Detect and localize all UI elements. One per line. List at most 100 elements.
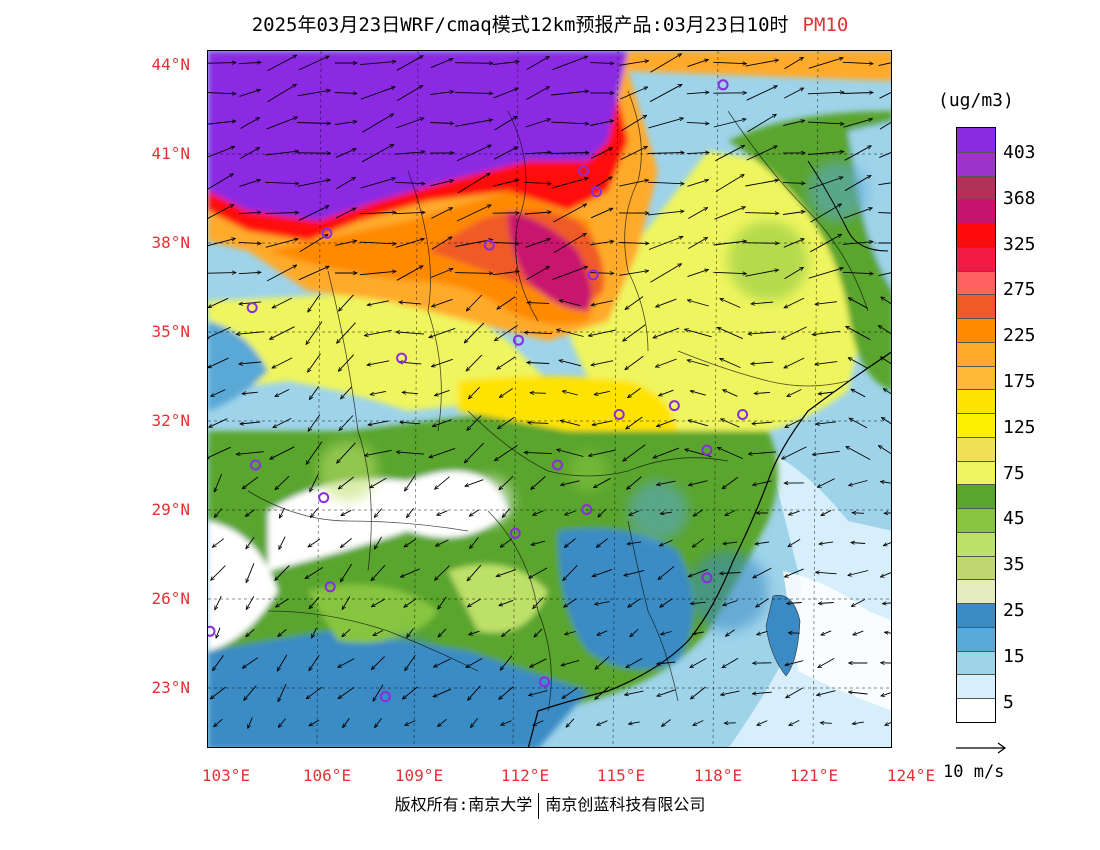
city-station-marker[interactable] [396,352,408,364]
wind-arrow [497,296,516,309]
wind-arrow [214,718,223,727]
wind-arrow [341,386,352,399]
wind-arrow [534,628,543,637]
city-station-marker[interactable] [208,625,216,637]
wind-arrow [878,272,891,277]
city-station-marker[interactable] [483,239,495,251]
wind-arrow [881,297,891,305]
wind-arrow [816,421,837,424]
wind-arrow [594,390,610,394]
lon-label-115e: 115°E [596,766,646,785]
wind-arrow [297,90,331,97]
wind-arrow [717,446,743,460]
city-station-marker[interactable] [318,492,330,504]
city-station-marker[interactable] [578,165,589,177]
colorbar-label: 175 [1003,371,1036,392]
colorbar-label: 15 [1003,645,1025,667]
wind-arrow [818,392,835,394]
city-station-marker[interactable] [513,334,524,346]
city-station-marker[interactable] [321,227,333,239]
city-station-marker[interactable] [581,504,593,515]
city-station-marker[interactable] [509,527,521,539]
wind-arrow [848,298,868,309]
colorbar-swatch [957,626,995,651]
wind-arrow [754,392,771,393]
wind-arrow [533,510,544,515]
wind-arrow [208,205,234,219]
wind-arrow [849,480,868,486]
city-station-marker[interactable] [250,459,261,471]
wind-arrow [399,302,422,304]
wind-arrow [755,542,770,544]
wind-arrow [789,719,800,727]
wind-arrow [308,414,321,432]
wind-arrow [560,420,581,427]
wind-arrow [713,241,747,246]
wind-arrow [815,301,838,305]
city-station-marker[interactable] [591,186,602,198]
city-station-marker[interactable] [539,676,550,688]
wind-arrow [751,302,774,304]
city-station-marker[interactable] [717,79,729,91]
wind-arrow [405,474,416,491]
wind-arrow [784,568,804,577]
wind-arrow [693,509,704,516]
wind-arrow [242,392,259,394]
wind-arrow [878,446,891,455]
wind-arrow [496,569,517,577]
wind-arrow [208,121,236,125]
city-station-marker[interactable] [613,409,625,420]
wind-arrow [278,629,287,636]
colorbar-swatch [957,270,995,295]
wind-arrow [457,173,490,194]
wind-arrow [745,180,778,187]
wind-arrow [470,718,478,727]
wind-arrow [688,420,709,427]
city-station-marker[interactable] [324,581,336,593]
wind-arrow [563,565,578,580]
city-station-marker[interactable] [701,444,713,456]
city-station-marker[interactable] [701,572,713,584]
wind-arrow [246,596,255,609]
wind-arrow [660,512,672,514]
wind-arrow [533,720,544,726]
wind-arrow [598,508,607,517]
admin-borders [247,90,869,712]
city-station-marker[interactable] [587,269,599,281]
wind-arrow [565,510,576,515]
wind-arrow [881,357,891,365]
city-station-marker[interactable] [552,459,563,471]
city-station-marker[interactable] [737,409,749,420]
wind-arrow [878,62,891,67]
wind-arrow [625,355,644,369]
wind-arrow [270,326,295,340]
wind-arrow [272,357,293,369]
wind-arrow [267,84,297,103]
wind-arrow [530,658,547,668]
wind-arrow [359,61,396,66]
wind-arrow [279,507,286,518]
wind-arrow [852,722,864,724]
wind-arrow [431,358,453,366]
wind-arrow [881,417,891,425]
wind-arrow [748,331,777,334]
city-station-marker[interactable] [668,400,680,412]
wind-arrow [784,57,804,70]
wind-arrow [494,324,518,341]
colorbar-swatch [957,484,995,508]
wind-arrow [844,146,872,161]
wind-arrow [849,418,868,429]
lat-label-35n: 35°N [151,322,190,341]
wind-arrow [844,175,871,192]
wind-arrow [747,114,777,133]
wind-arrow [402,392,419,393]
concentration-map[interactable] [207,50,892,748]
wind-arrow [265,182,299,183]
city-station-marker[interactable] [246,302,258,314]
wind-arrow [882,602,891,603]
colorbar-swatch [957,413,995,437]
wind-arrow [842,242,873,245]
wind-arrow [308,293,321,312]
wind-arrow [590,273,614,274]
city-station-marker[interactable] [379,691,391,703]
